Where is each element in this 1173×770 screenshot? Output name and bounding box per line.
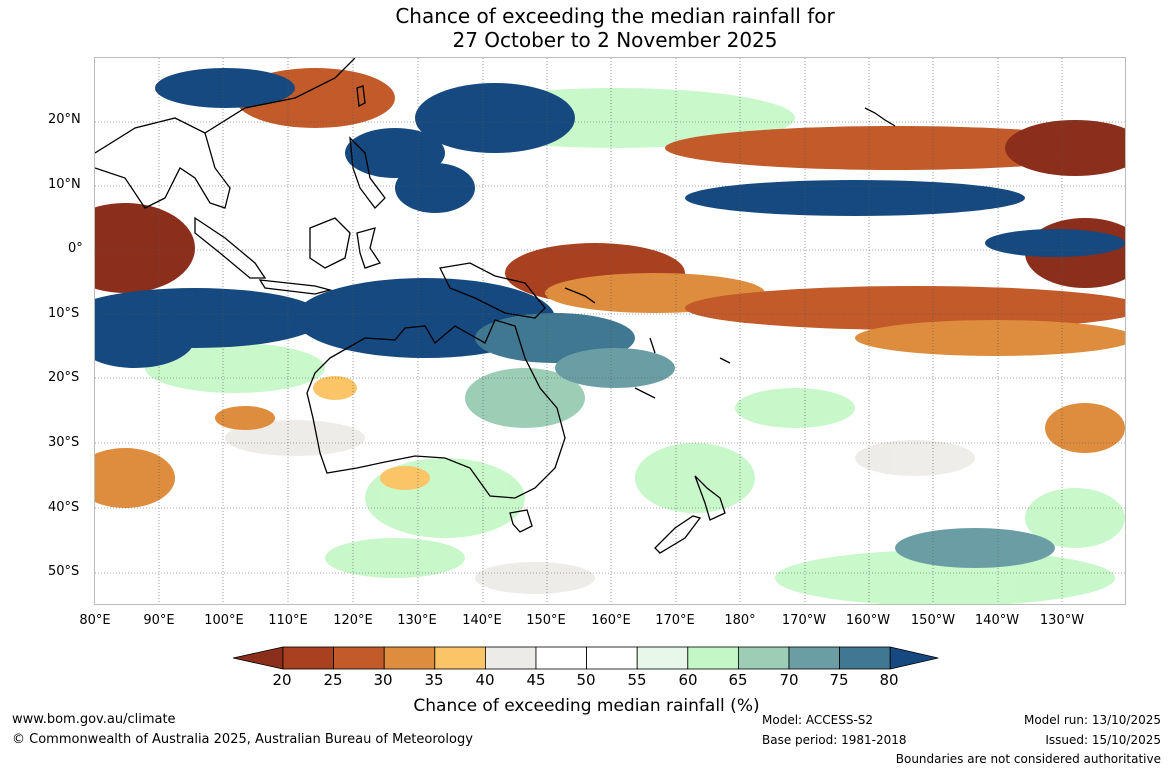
lon-label-130e: 130°E (397, 613, 437, 628)
copyright-text: © Commonwealth of Australia 2025, Austra… (12, 732, 473, 747)
colorbar-tick-75: 75 (829, 671, 849, 689)
lat-label-30s: 30°S (48, 435, 80, 450)
colorbar-segment (535, 646, 587, 670)
vanuatu-coastline (649, 337, 656, 354)
colorbar-label: Chance of exceeding median rainfall (%) (413, 696, 760, 716)
lon-label-150w: 150°W (910, 613, 956, 628)
lat-label-0: 0° (68, 241, 83, 256)
colorbar-arrow-low (233, 646, 284, 670)
sulawesi-coastline (356, 227, 382, 269)
lon-label-110e: 110°E (268, 613, 308, 628)
colorbar-tick-50: 50 (576, 671, 596, 689)
colorbar-segment (333, 646, 385, 670)
disclaimer-text: Boundaries are not considered authoritat… (895, 752, 1161, 766)
lat-label-20s: 20°S (48, 370, 80, 385)
lat-label-40s: 40°S (48, 500, 80, 515)
lon-label-100e: 100°E (204, 613, 244, 628)
colorbar-tick-60: 60 (678, 671, 698, 689)
colorbar-segment (839, 646, 891, 670)
colorbar-segment (788, 646, 840, 670)
colorbar-tick-40: 40 (475, 671, 495, 689)
new-zealand-north-coastline (694, 475, 726, 521)
colorbar-arrow-high (889, 646, 939, 670)
lon-label-170e: 170°E (655, 613, 695, 628)
philippines-coastline (349, 136, 386, 209)
taiwan-coastline (356, 85, 366, 107)
lon-label-90e: 90°E (143, 613, 175, 628)
borneo-coastline (309, 217, 351, 269)
rainfall-probability-map (94, 57, 1126, 605)
colorbar-tick-35: 35 (424, 671, 444, 689)
website-link[interactable]: www.bom.gov.au/climate (12, 712, 176, 727)
new-caledonia-coastline (634, 387, 656, 399)
lon-label-150e: 150°E (526, 613, 566, 628)
china-coastline (204, 58, 356, 134)
hawaii-coastline (864, 107, 896, 127)
colorbar-tick-20: 20 (272, 671, 292, 689)
colorbar-segment (282, 646, 334, 670)
lon-label-140e: 140°E (462, 613, 502, 628)
lon-label-170w: 170°W (781, 613, 827, 628)
lon-label-160e: 160°E (591, 613, 631, 628)
lat-label-50s: 50°S (48, 564, 80, 579)
map-canvas (95, 58, 1125, 604)
map-title: Chance of exceeding the median rainfall … (0, 4, 1173, 52)
lon-label-80e: 80°E (79, 613, 111, 628)
new-zealand-south-coastline (654, 515, 702, 554)
base-period-text: Base period: 1981-2018 (762, 733, 907, 747)
fiji-coastline (719, 357, 731, 364)
colorbar-segment (383, 646, 436, 670)
lat-label-20n: 20°N (48, 112, 81, 127)
australia-coastline (306, 319, 566, 499)
colorbar-tick-65: 65 (728, 671, 748, 689)
colorbar-tick-25: 25 (323, 671, 343, 689)
colorbar-segment (687, 646, 739, 670)
lon-label-120e: 120°E (333, 613, 373, 628)
sumatra-coastline (194, 216, 267, 279)
model-run-text: Model run: 13/10/2025 (1023, 713, 1161, 727)
lon-label-140w: 140°W (974, 613, 1020, 628)
graticule (95, 58, 1125, 604)
wet-regions (95, 68, 1125, 568)
lon-label-180: 180° (724, 613, 756, 628)
issued-text: Issued: 15/10/2025 (1045, 733, 1161, 747)
colorbar (233, 646, 939, 670)
java-coastline (258, 279, 333, 295)
coastlines (95, 58, 896, 554)
colorbar-tick-45: 45 (526, 671, 546, 689)
tasmania-coastline (509, 509, 533, 533)
lat-label-10n: 10°N (48, 177, 81, 192)
colorbar-segment (484, 646, 537, 670)
map-title-line1: Chance of exceeding the median rainfall … (395, 4, 835, 28)
colorbar-segment (434, 646, 486, 670)
colorbar-tick-30: 30 (373, 671, 393, 689)
solomon-islands-coastline (564, 287, 596, 304)
colorbar-segment (586, 646, 638, 670)
colorbar-tick-70: 70 (779, 671, 799, 689)
lon-label-130w: 130°W (1039, 613, 1085, 628)
colorbar-segment (636, 646, 689, 670)
lon-label-160w: 160°W (845, 613, 891, 628)
model-text: Model: ACCESS-S2 (762, 713, 874, 727)
se-asia-coastline (95, 117, 231, 209)
new-guinea-coastline (439, 262, 546, 319)
map-title-line2: 27 October to 2 November 2025 (452, 28, 778, 52)
colorbar-tick-55: 55 (627, 671, 647, 689)
colorbar-segment (737, 646, 790, 670)
colorbar-tick-80: 80 (879, 671, 899, 689)
lat-label-10s: 10°S (48, 306, 80, 321)
